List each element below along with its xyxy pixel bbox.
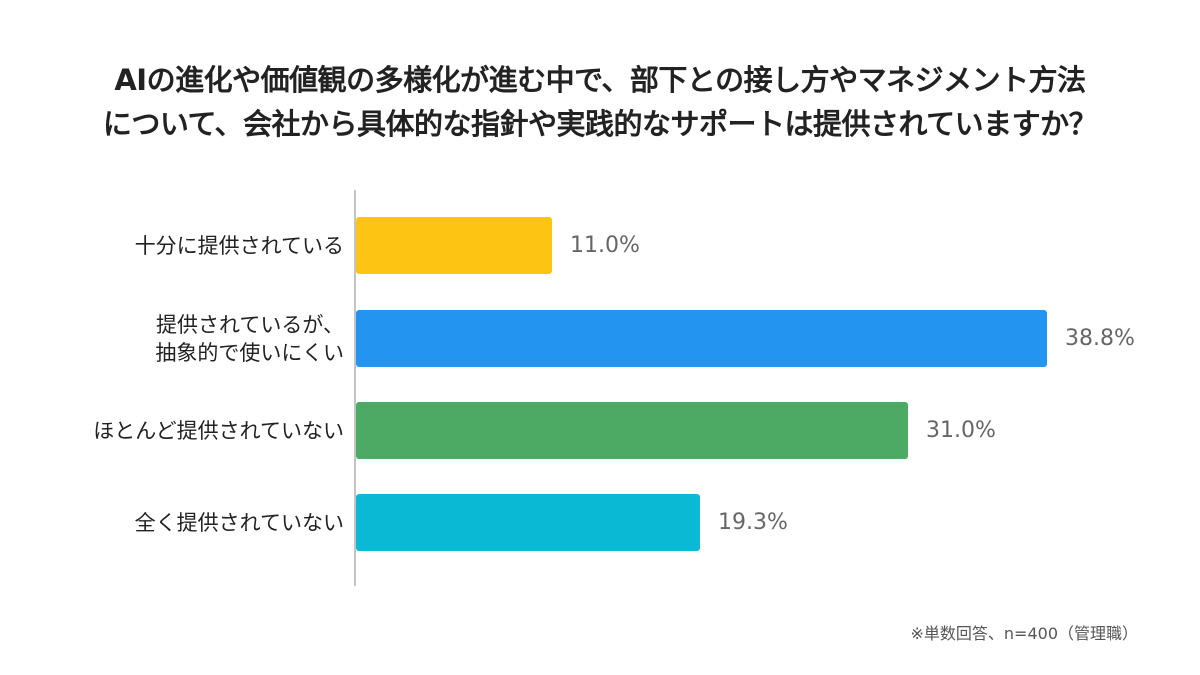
category-label: 十分に提供されている — [24, 217, 344, 274]
category-label-line: 抽象的で使いにくい — [155, 340, 344, 365]
bar-row: 提供されているが、 抽象的で使いにくい 38.8% — [0, 310, 1200, 367]
bar — [356, 217, 552, 274]
category-label-line: ほとんど提供されていない — [93, 418, 344, 443]
bar — [356, 402, 908, 459]
category-label: 全く提供されていない — [24, 494, 344, 551]
value-label: 38.8% — [1065, 326, 1135, 351]
category-label-line: 全く提供されていない — [134, 510, 344, 535]
bar — [356, 494, 700, 551]
chart-title-line-2: について、会社から具体的な指針や実践的なサポートは提供されていますか？ — [102, 107, 1098, 141]
bar-row: ほとんど提供されていない 31.0% — [0, 402, 1200, 459]
chart-title: AIの進化や価値観の多様化が進む中で、部下との接し方やマネジメント方法 について… — [0, 58, 1200, 146]
bar-row: 全く提供されていない 19.3% — [0, 494, 1200, 551]
value-label: 19.3% — [718, 510, 788, 535]
sample-note: ※単数回答、n=400（管理職） — [910, 624, 1139, 643]
category-label-line: 十分に提供されている — [134, 233, 344, 258]
value-label: 11.0% — [570, 233, 640, 258]
bar — [356, 310, 1047, 367]
category-label: 提供されているが、 抽象的で使いにくい — [24, 310, 344, 367]
value-label: 31.0% — [926, 418, 996, 443]
category-label: ほとんど提供されていない — [24, 402, 344, 459]
bar-row: 十分に提供されている 11.0% — [0, 217, 1200, 274]
category-label-line: 提供されているが、 — [156, 312, 344, 337]
chart-title-line-1: AIの進化や価値観の多様化が進む中で、部下との接し方やマネジメント方法 — [114, 63, 1086, 97]
y-axis-line — [354, 190, 356, 586]
